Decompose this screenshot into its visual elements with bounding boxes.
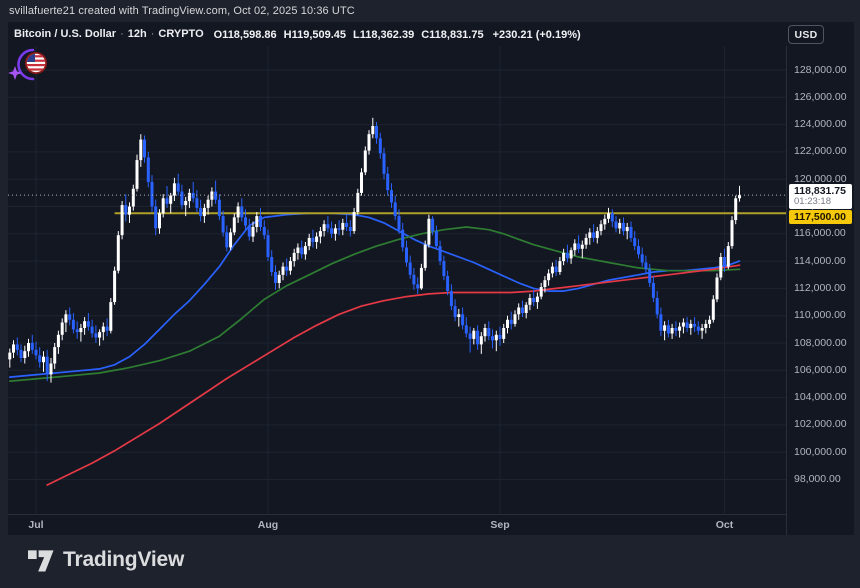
price-tick-label: 116,000.00	[794, 227, 846, 240]
chart-legend: Bitcoin / U.S. Dollar · 12h · CRYPTO O11…	[8, 22, 786, 46]
price-tick-label: 114,000.00	[794, 254, 846, 267]
currency-toggle-button[interactable]: USD	[788, 25, 824, 44]
tradingview-logo-icon	[28, 550, 54, 572]
price-tick-label: 128,000.00	[794, 63, 847, 76]
sticker-group[interactable]	[8, 46, 50, 82]
interval-label[interactable]: 12h	[127, 28, 147, 40]
purple-dizzy-sparkle-icon	[8, 48, 35, 81]
market-type-label: CRYPTO	[158, 28, 204, 40]
price-scale[interactable]: 118,831.75 01:23:18 117,500.00 128,000.0…	[786, 46, 854, 535]
price-tick-label: 110,000.00	[794, 309, 846, 322]
price-tick-label: 108,000.00	[794, 336, 847, 349]
tradingview-wordmark: TradingView	[63, 547, 185, 571]
price-tick-label: 102,000.00	[794, 418, 847, 431]
time-axis-label-jul: Jul	[28, 519, 44, 531]
time-axis-label-oct: Oct	[715, 519, 734, 531]
price-tick-label: 126,000.00	[794, 90, 847, 103]
attribution-text: svillafuerte21 created with TradingView.…	[9, 5, 355, 17]
time-axis-label-aug: Aug	[257, 519, 279, 531]
change-value: +230.21 (+0.19%)	[492, 29, 581, 41]
price-tick-label: 98,000.00	[794, 473, 841, 485]
footer-band: TradingView	[0, 535, 860, 588]
symbol-title[interactable]: Bitcoin / U.S. Dollar	[14, 28, 117, 40]
price-tick-label: 112,000.00	[794, 281, 846, 294]
legend-separator: ·	[120, 28, 124, 40]
price-tick-label: 100,000.00	[794, 445, 847, 458]
chart-panel: Bitcoin / U.S. Dollar · 12h · CRYPTO O11…	[8, 22, 854, 535]
tradingview-logo[interactable]: TradingView	[28, 546, 184, 573]
candlestick-chart[interactable]	[8, 46, 786, 514]
last-price-label: 118,831.75 01:23:18	[789, 184, 852, 210]
open-value: O118,598.86	[213, 29, 277, 41]
high-value: H119,509.45	[283, 29, 347, 41]
price-tick-label: 122,000.00	[794, 145, 847, 158]
bar-countdown: 01:23:18	[794, 196, 831, 208]
attribution-bar: svillafuerte21 created with TradingView.…	[0, 0, 860, 22]
low-value: L118,362.39	[353, 29, 415, 41]
ohlc-values: O118,598.86 H119,509.45 L118,362.39 C118,83…	[214, 25, 581, 43]
price-tick-label: 120,000.00	[794, 172, 847, 185]
drawing-level-value: 117,500.00	[794, 211, 846, 224]
time-axis-label-sep: Sep	[490, 519, 510, 531]
close-value: C118,831.75	[421, 29, 484, 41]
drawing-level-label: 117,500.00	[789, 210, 852, 225]
last-price-value: 118,831.75	[794, 185, 846, 198]
price-tick-label: 106,000.00	[794, 363, 847, 376]
price-tick-label: 104,000.00	[794, 391, 847, 404]
legend-separator: ·	[150, 28, 155, 40]
chart-plot-area[interactable]	[8, 46, 786, 514]
price-tick-label: 124,000.00	[794, 118, 847, 131]
time-scale[interactable]: Jul Aug Sep Oct	[8, 514, 786, 535]
us-flag-circle-icon	[25, 52, 47, 74]
